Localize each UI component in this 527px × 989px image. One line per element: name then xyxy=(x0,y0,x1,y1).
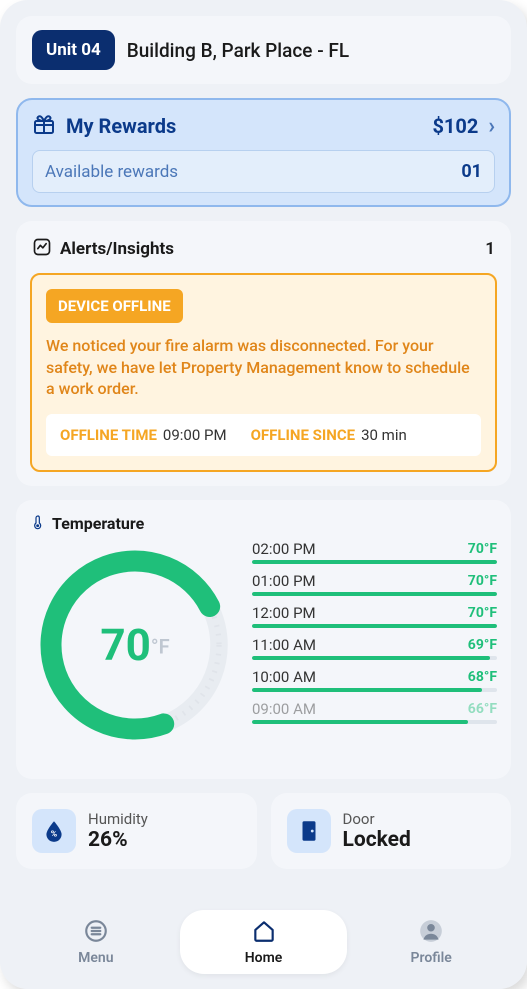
door-value: Locked xyxy=(343,828,411,852)
temperature-history-row: 10:00 AM 68°F xyxy=(252,668,497,694)
humidity-icon: % xyxy=(32,809,76,853)
history-bar xyxy=(252,688,497,692)
history-value: 68°F xyxy=(468,669,497,685)
nav-menu-label: Menu xyxy=(78,950,113,966)
history-time: 10:00 AM xyxy=(252,668,316,686)
offline-time-value: 09:00 PM xyxy=(163,426,227,444)
humidity-text: Humidity 26% xyxy=(88,810,148,852)
history-bar xyxy=(252,720,497,724)
nav-profile[interactable]: Profile xyxy=(347,910,515,974)
rewards-title: My Rewards xyxy=(66,114,422,138)
temperature-history-row: 11:00 AM 69°F xyxy=(252,636,497,662)
location-header[interactable]: Unit 04 Building B, Park Place - FL xyxy=(16,16,511,84)
svg-text:%: % xyxy=(51,829,58,839)
nav-menu[interactable]: Menu xyxy=(12,910,180,974)
offline-since: OFFLINE SINCE 30 min xyxy=(251,426,407,444)
location-text: Building B, Park Place - FL xyxy=(127,39,349,62)
door-text: Door Locked xyxy=(343,810,411,852)
temperature-number: 70 xyxy=(100,619,151,671)
history-value: 66°F xyxy=(468,701,497,717)
door-label: Door xyxy=(343,810,411,828)
alerts-card: Alerts/Insights 1 DEVICE OFFLINE We noti… xyxy=(16,221,511,486)
history-time: 12:00 PM xyxy=(252,604,316,622)
rewards-available-label: Available rewards xyxy=(45,162,178,182)
alert-time-row: OFFLINE TIME 09:00 PM OFFLINE SINCE 30 m… xyxy=(46,414,481,456)
rewards-header: My Rewards $102 › xyxy=(32,112,495,140)
history-time: 09:00 AM xyxy=(252,700,316,718)
history-bar xyxy=(252,624,497,628)
history-value: 69°F xyxy=(468,637,497,653)
temperature-value: 70°F xyxy=(100,619,169,671)
temperature-body: 70°F 02:00 PM 70°F 01:00 PM 70°F 12:00 PM 70°… xyxy=(30,540,497,765)
offline-since-value: 30 min xyxy=(361,426,407,444)
rewards-amount: $102 xyxy=(432,114,478,138)
humidity-card[interactable]: % Humidity 26% xyxy=(16,793,257,869)
temperature-header: Temperature xyxy=(30,514,497,534)
rewards-card[interactable]: My Rewards $102 › Available rewards 01 xyxy=(16,98,511,207)
door-icon xyxy=(287,809,331,853)
unit-badge: Unit 04 xyxy=(32,30,115,70)
nav-home-label: Home xyxy=(245,950,283,966)
rewards-available-row[interactable]: Available rewards 01 xyxy=(32,150,495,193)
offline-time: OFFLINE TIME 09:00 PM xyxy=(60,426,227,444)
alert-message: We noticed your fire alarm was disconnec… xyxy=(46,335,481,400)
gift-icon xyxy=(32,112,56,140)
nav-home[interactable]: Home xyxy=(180,910,348,974)
history-bar xyxy=(252,656,497,660)
history-bar xyxy=(252,560,497,564)
content-area: Unit 04 Building B, Park Place - FL My R… xyxy=(0,0,527,901)
alerts-count: 1 xyxy=(485,239,495,259)
chevron-right-icon: › xyxy=(488,114,495,139)
history-value: 70°F xyxy=(468,573,497,589)
home-icon xyxy=(251,918,277,948)
alerts-header[interactable]: Alerts/Insights 1 xyxy=(30,235,497,273)
offline-time-label: OFFLINE TIME xyxy=(60,426,157,444)
offline-since-label: OFFLINE SINCE xyxy=(251,426,356,444)
temperature-unit: °F xyxy=(151,634,170,658)
menu-icon xyxy=(83,918,109,948)
temperature-gauge[interactable]: 70°F xyxy=(30,540,240,750)
temperature-title: Temperature xyxy=(52,514,144,533)
humidity-value: 26% xyxy=(88,828,148,852)
chart-line-icon xyxy=(32,237,52,261)
temperature-history-row: 02:00 PM 70°F xyxy=(252,540,497,566)
history-value: 70°F xyxy=(468,541,497,557)
temperature-history-row: 01:00 PM 70°F xyxy=(252,572,497,598)
bottom-nav: Menu Home Profile xyxy=(0,901,527,989)
alert-badge: DEVICE OFFLINE xyxy=(46,289,183,323)
thermometer-icon xyxy=(30,514,46,534)
temperature-history-row: 09:00 AM 66°F xyxy=(252,700,497,726)
profile-icon xyxy=(418,918,444,948)
temperature-history-list[interactable]: 02:00 PM 70°F 01:00 PM 70°F 12:00 PM 70°F 11:0… xyxy=(252,540,497,765)
humidity-label: Humidity xyxy=(88,810,148,828)
history-bar xyxy=(252,592,497,596)
nav-profile-label: Profile xyxy=(411,950,452,966)
app-screen: Unit 04 Building B, Park Place - FL My R… xyxy=(0,0,527,989)
history-time: 01:00 PM xyxy=(252,572,316,590)
history-time: 11:00 AM xyxy=(252,636,316,654)
alerts-title: Alerts/Insights xyxy=(60,239,477,259)
status-row: % Humidity 26% Door Locked xyxy=(16,793,511,869)
temperature-card: Temperature 70°F 02:00 PM70°F01:00 PM70°… xyxy=(16,500,511,779)
door-card[interactable]: Door Locked xyxy=(271,793,512,869)
temperature-history-row: 12:00 PM 70°F xyxy=(252,604,497,630)
history-time: 02:00 PM xyxy=(252,540,316,558)
rewards-available-count: 01 xyxy=(461,161,482,182)
history-value: 70°F xyxy=(468,605,497,621)
alert-item[interactable]: DEVICE OFFLINE We noticed your fire alar… xyxy=(30,273,497,472)
